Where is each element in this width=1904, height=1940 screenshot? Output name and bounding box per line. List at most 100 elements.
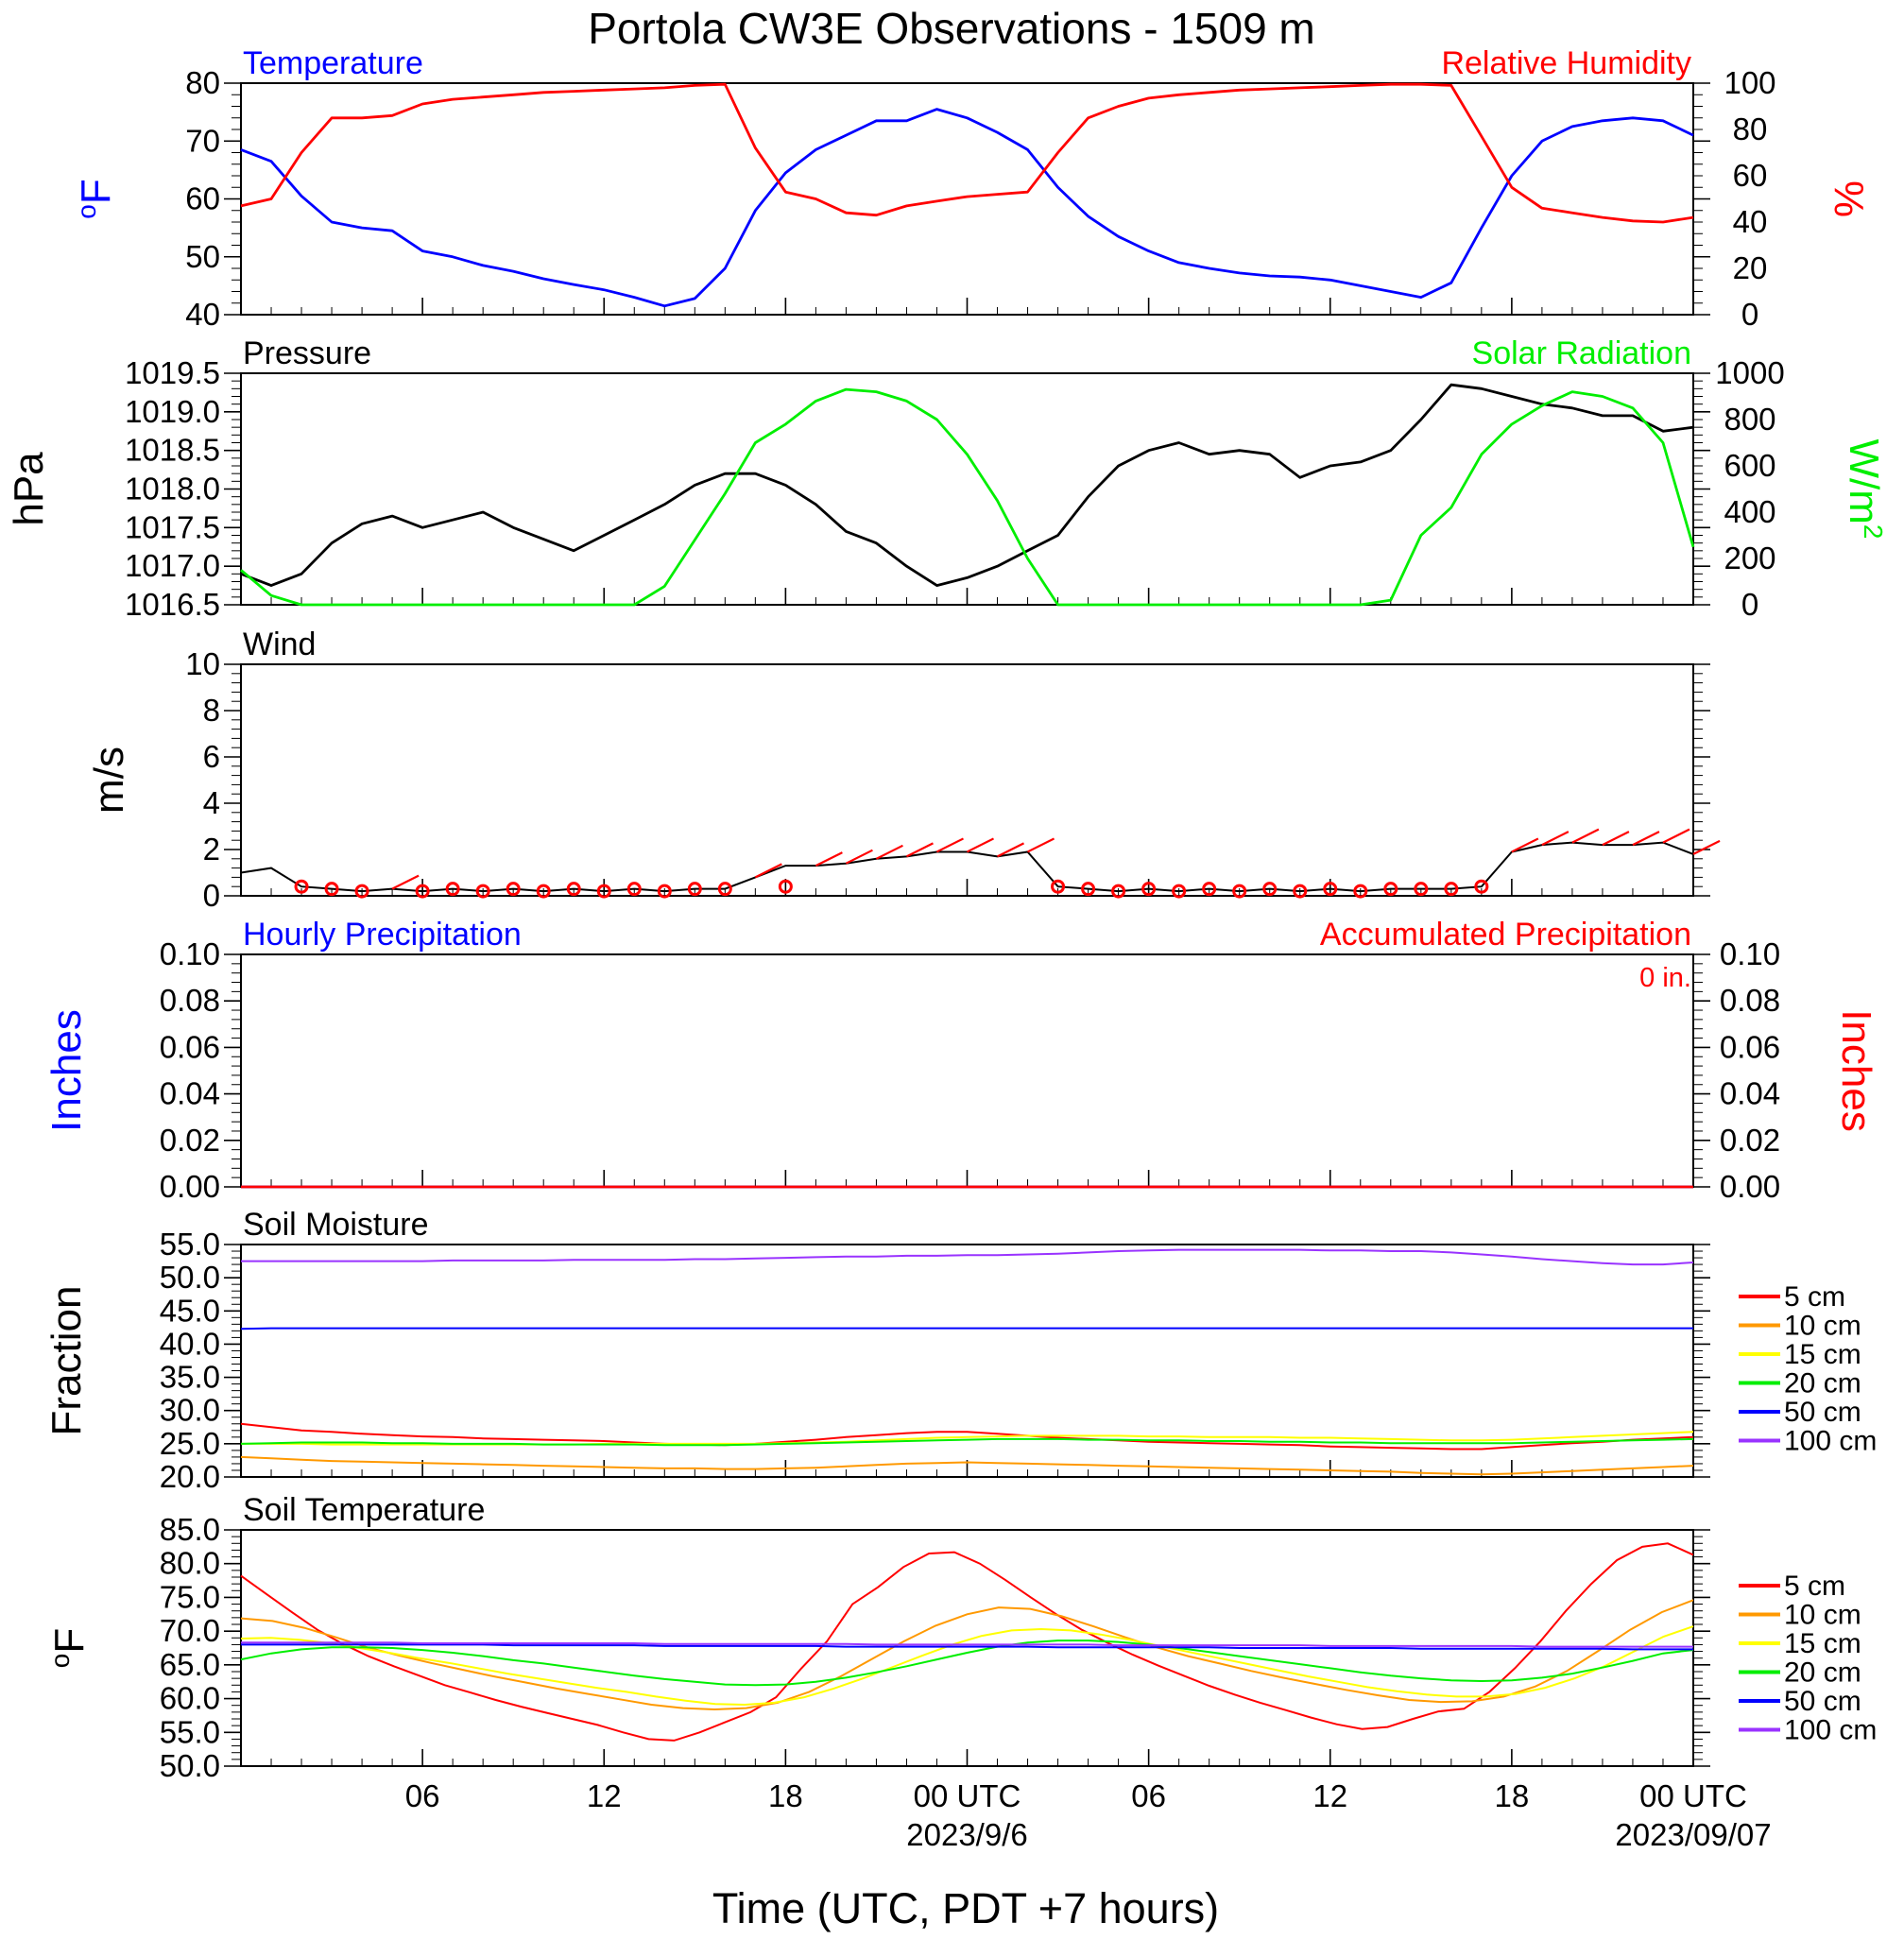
series-line-soil_moisture-0 <box>240 1422 1694 1451</box>
plot-frame <box>240 953 1694 1188</box>
wind-barb <box>391 874 420 890</box>
panel-left-label: Pressure <box>243 335 371 371</box>
degree-superscript: o <box>45 1654 75 1669</box>
wind-calm-marker <box>1293 884 1308 899</box>
wind-calm-marker <box>324 882 339 897</box>
y-axis-title-left: oF <box>45 1628 94 1668</box>
y-axis-title-left: m/s <box>86 747 132 814</box>
wind-calm-marker <box>566 882 581 897</box>
y-axis-title-left: oF <box>72 179 120 218</box>
y-tick-label-right: 0.02 <box>1720 1123 1780 1158</box>
wind-barb <box>754 863 782 879</box>
panel-soil_moisture: 55.050.045.040.035.030.025.020.0 Soil Moi… <box>43 1207 1877 1494</box>
wind-barb <box>905 842 934 858</box>
x-tick-label: 00 UTC <box>914 1778 1021 1813</box>
y-tick-label: 0.04 <box>160 1076 220 1111</box>
y-tick-label-right: 400 <box>1724 494 1775 529</box>
panel-wind: 10 8 6 4 2 0 Wind m/s <box>86 627 1721 913</box>
y-tick-label: 60 <box>185 181 220 216</box>
y-tick-label: 20.0 <box>160 1459 220 1494</box>
series-line-soil_moisture-4 <box>240 1327 1693 1331</box>
y-tick-label-right: 200 <box>1724 541 1775 575</box>
wind-calm-marker <box>687 882 702 897</box>
x-tick-label: 18 <box>1495 1778 1530 1813</box>
wind-calm-marker <box>1172 884 1187 899</box>
y-tick-label: 35.0 <box>160 1360 220 1395</box>
wind-calm-marker <box>1051 879 1066 894</box>
y-tick-label-right: 0.04 <box>1720 1076 1780 1111</box>
y-axis-title-left: hPa <box>6 452 52 526</box>
y-tick-label: 40.0 <box>160 1326 220 1361</box>
series-line-soil_moisture-3 <box>240 1437 1694 1447</box>
panel-right-label: Accumulated Precipitation <box>1320 917 1691 953</box>
degree-superscript: o <box>72 204 101 219</box>
wind-calm-marker <box>1323 882 1338 897</box>
panel-precip: 0.10 0.08 0.06 0.04 0.02 0.00 0.10 0.08 0.06 0.04… <box>43 917 1879 1204</box>
wind-barb <box>1632 831 1660 847</box>
plot-frame <box>240 1244 1694 1478</box>
wind-calm-marker <box>626 882 642 897</box>
panel-right-label: Relative Humidity <box>1441 45 1691 81</box>
panel-temp_rh: 80 70 60 50 40 100 80 60 40 20 0 Temperature Relativ… <box>72 45 1873 332</box>
panel-soil_temperature: 85.080.075.070.065.060.055.050.0 Soil Tem… <box>45 1492 1878 1783</box>
legend-label: 20 cm <box>1784 1657 1861 1689</box>
wind-calm-marker <box>415 884 430 899</box>
wind-calm-marker <box>294 879 309 894</box>
series-line-temp_rh-0 <box>240 108 1694 308</box>
series-line-soil_temperature-5 <box>241 1641 1693 1648</box>
unit-superscript: 2 <box>1860 524 1889 540</box>
y-tick-label: 1017.5 <box>125 509 220 544</box>
y-tick-label-right: 40 <box>1733 204 1768 239</box>
unit-text: W/m <box>1841 439 1887 524</box>
series-line-soil_temperature-3 <box>240 1640 1694 1687</box>
legend-label: 5 cm <box>1784 1281 1845 1313</box>
x-tick-label: 06 <box>1131 1778 1166 1813</box>
wind-barb <box>1692 839 1721 855</box>
wind-barb <box>815 851 843 867</box>
y-tick-label-right: 80 <box>1733 112 1768 146</box>
series-line-soil_temperature-1 <box>240 1599 1694 1711</box>
y-tick-label: 0.08 <box>160 983 220 1018</box>
series-line-soil_temperature-4 <box>241 1643 1693 1651</box>
wind-barb <box>845 849 873 865</box>
y-tick-label: 4 <box>203 785 220 820</box>
y-tick-label: 70 <box>185 123 220 158</box>
y-tick-label-right: 0.00 <box>1720 1169 1780 1204</box>
wind-calm-marker <box>1232 884 1247 899</box>
wind-calm-marker <box>596 884 611 899</box>
y-tick-label: 30.0 <box>160 1393 220 1428</box>
wind-calm-marker <box>1444 882 1459 897</box>
panel-left-label: Hourly Precipitation <box>243 917 522 953</box>
y-tick-label: 25.0 <box>160 1426 220 1461</box>
wind-calm-marker <box>506 882 521 897</box>
legend-label: 100 cm <box>1784 1426 1877 1457</box>
y-tick-label: 6 <box>203 739 220 774</box>
y-tick-label: 60.0 <box>160 1681 220 1716</box>
y-tick-label: 50 <box>185 239 220 274</box>
y-axis-title-right: Inches <box>1833 1009 1879 1132</box>
y-tick-label: 10 <box>185 646 220 681</box>
y-tick-label-right: 100 <box>1724 65 1775 100</box>
series-line-soil_moisture-1 <box>240 1455 1694 1476</box>
x-tick-label: 18 <box>768 1778 803 1813</box>
time-axis: 06 12 18 00 UTC 06 12 18 00 UTC 2023/9/6 2023/09/… <box>405 1778 1772 1852</box>
x-tick-label: 12 <box>587 1778 622 1813</box>
plot-frame <box>240 372 1694 606</box>
y-axis-title-right: % <box>1826 180 1872 217</box>
y-tick-label: 80 <box>185 65 220 100</box>
series-line-temp_rh-1 <box>240 82 1694 224</box>
y-tick-label-right: 0 <box>1741 587 1758 622</box>
wind-calm-marker <box>445 882 460 897</box>
y-tick-label: 85.0 <box>160 1512 220 1547</box>
y-axis-title-left: Inches <box>43 1009 90 1132</box>
y-tick-label: 8 <box>203 693 220 728</box>
wind-calm-marker <box>717 882 732 897</box>
y-tick-label: 0.06 <box>160 1029 220 1064</box>
y-tick-label: 45.0 <box>160 1293 220 1328</box>
series-line-pressure_solar-1 <box>240 387 1695 607</box>
y-tick-label-right: 20 <box>1733 250 1768 285</box>
wind-barb <box>935 837 964 853</box>
